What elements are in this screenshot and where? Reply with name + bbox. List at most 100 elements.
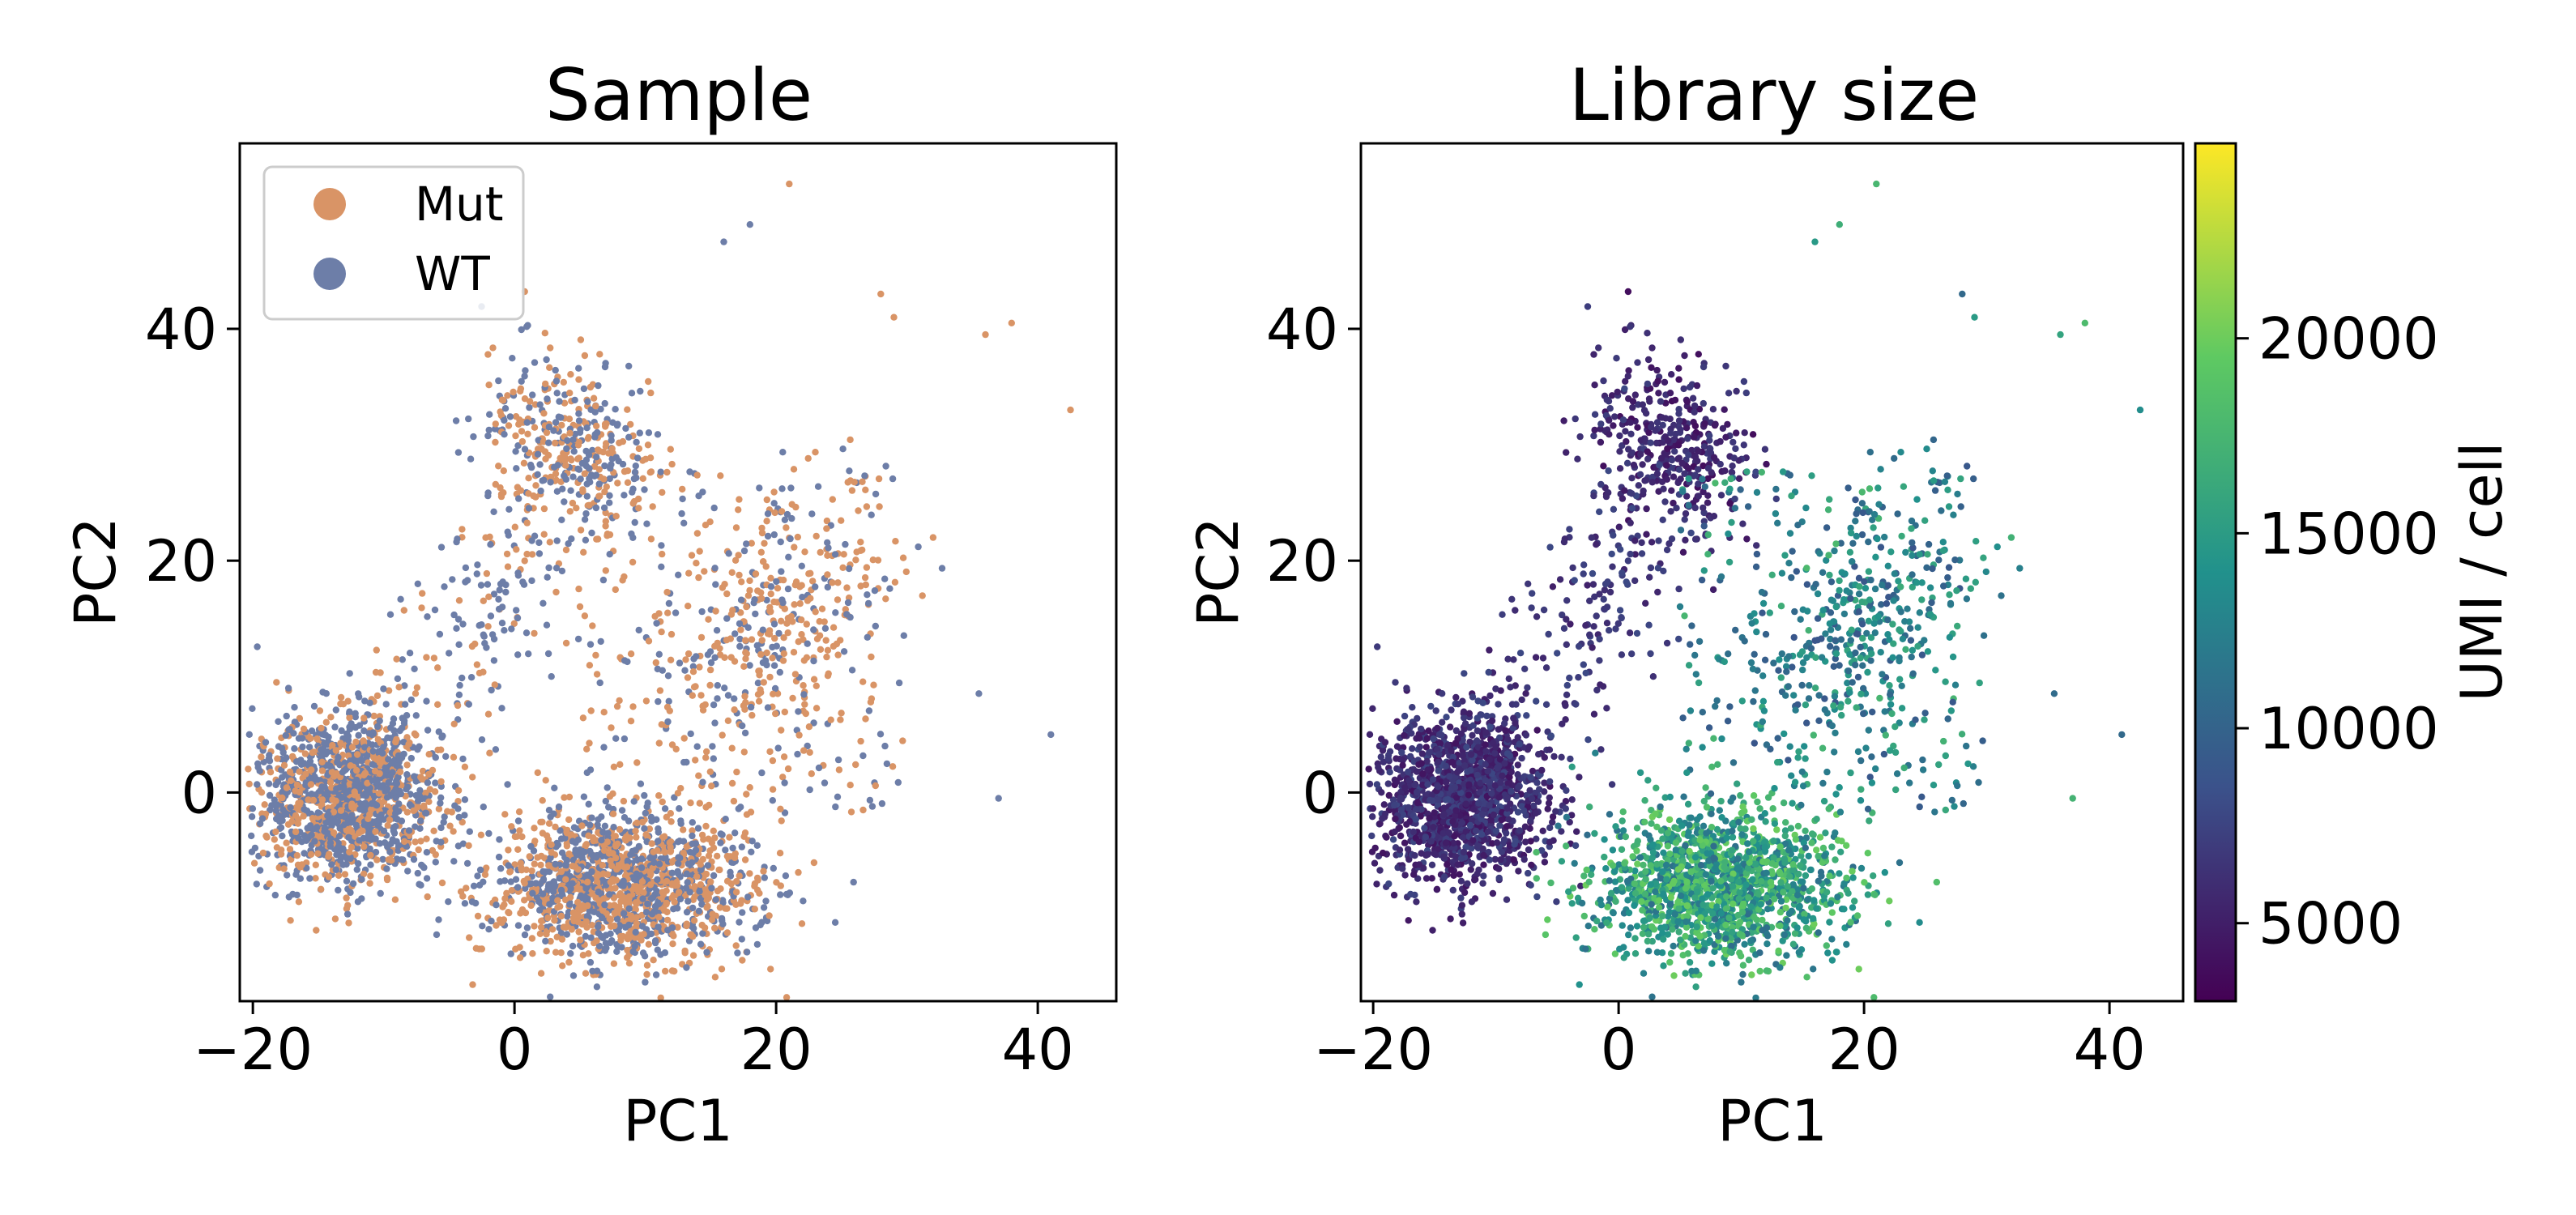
scatter-point — [305, 796, 312, 804]
scatter-point — [1428, 861, 1436, 869]
scatter-point — [647, 535, 655, 543]
scatter-point — [248, 813, 256, 821]
scatter-point — [1384, 780, 1392, 787]
scatter-point — [560, 923, 568, 931]
scatter-point — [418, 604, 425, 612]
scatter-point — [837, 716, 844, 723]
scatter-point — [744, 949, 751, 956]
scatter-point — [695, 907, 703, 915]
scatter-point — [569, 436, 577, 444]
scatter-point — [714, 695, 721, 702]
scatter-point — [585, 950, 592, 957]
scatter-point — [400, 719, 408, 727]
scatter-point — [496, 836, 503, 843]
scatter-point — [360, 714, 368, 722]
scatter-point — [637, 387, 644, 395]
scatter-point — [518, 437, 527, 446]
scatter-point — [507, 878, 514, 885]
scatter-point — [515, 808, 523, 816]
scatter-point — [632, 827, 639, 835]
scatter-point — [374, 723, 382, 731]
scatter-point — [667, 818, 675, 825]
scatter-point — [324, 818, 331, 825]
scatter-point — [345, 833, 352, 842]
scatter-point — [676, 895, 685, 903]
scatter-point — [343, 894, 350, 902]
scatter-point — [523, 924, 531, 932]
scatter-point — [523, 550, 531, 558]
scatter-point — [367, 872, 374, 880]
scatter-point — [484, 492, 492, 500]
scatter-point — [646, 881, 655, 889]
scatter-point — [400, 607, 407, 614]
scatter-point — [702, 754, 710, 761]
scatter-point — [459, 755, 467, 763]
scatter-point — [1369, 813, 1376, 821]
scatter-point — [724, 717, 732, 724]
scatter-point — [254, 764, 262, 771]
scatter-point — [650, 859, 658, 867]
scatter-point — [876, 731, 885, 738]
scatter-point — [309, 749, 316, 757]
scatter-point — [395, 684, 403, 691]
scatter-point — [499, 903, 506, 910]
scatter-point — [313, 735, 321, 743]
scatter-point — [513, 833, 521, 840]
scatter-point — [708, 885, 715, 892]
scatter-point — [586, 821, 594, 829]
scatter-point — [720, 238, 727, 245]
scatter-point — [881, 742, 889, 750]
scatter-point — [638, 878, 646, 885]
scatter-point — [477, 582, 485, 589]
scatter-point — [266, 791, 274, 799]
scatter-point — [595, 942, 603, 950]
scatter-point — [540, 876, 548, 883]
scatter-point — [552, 366, 559, 374]
scatter-point — [490, 657, 498, 664]
scatter-point — [542, 380, 549, 388]
scatter-point — [667, 656, 675, 663]
scatter-point — [352, 766, 360, 774]
scatter-point — [1479, 880, 1486, 887]
scatter-point — [543, 621, 551, 629]
scatter-point — [633, 883, 640, 890]
scatter-point — [798, 616, 805, 624]
scatter-point — [829, 496, 836, 503]
scatter-point — [431, 606, 439, 614]
scatter-point — [681, 667, 689, 674]
scatter-point — [385, 856, 392, 863]
scatter-point — [674, 923, 681, 932]
scatter-point — [341, 759, 348, 767]
scatter-point — [514, 846, 522, 854]
scatter-point — [588, 868, 595, 876]
scatter-point — [347, 889, 354, 897]
scatter-point — [426, 786, 433, 793]
scatter-point — [505, 505, 513, 513]
scatter-point — [320, 731, 327, 738]
scatter-point — [664, 927, 672, 934]
scatter-point — [565, 958, 573, 966]
scatter-point — [551, 917, 558, 924]
scatter-point — [514, 442, 522, 450]
scatter-point — [344, 902, 352, 909]
scatter-point — [698, 608, 706, 616]
scatter-point — [424, 727, 432, 734]
scatter-point — [437, 544, 446, 551]
scatter-point — [522, 909, 530, 917]
scatter-point — [580, 548, 587, 556]
scatter-point — [265, 755, 273, 762]
scatter-point — [852, 761, 859, 769]
scatter-point — [808, 770, 815, 778]
scatter-point — [587, 707, 595, 714]
scatter-point — [757, 595, 766, 603]
scatter-point — [392, 810, 399, 817]
scatter-point — [552, 377, 561, 385]
scatter-point — [512, 876, 520, 883]
scatter-point — [454, 701, 462, 710]
panel2-title: Library size — [1569, 53, 1979, 137]
scatter-point — [610, 824, 617, 831]
scatter-point — [296, 714, 304, 723]
scatter-point — [646, 854, 654, 862]
scatter-point — [504, 392, 511, 399]
